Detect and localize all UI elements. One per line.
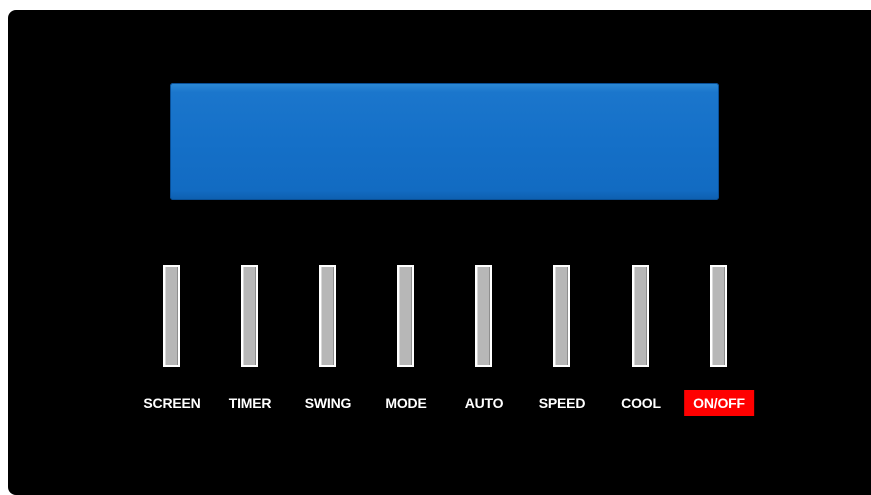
on-off-button[interactable]: [710, 265, 727, 367]
swing-label: SWING: [304, 395, 352, 411]
mode-label: MODE: [385, 395, 427, 411]
swing-button[interactable]: [319, 265, 336, 367]
screen-label: SCREEN: [143, 395, 201, 411]
cool-button[interactable]: [632, 265, 649, 367]
cool-label: COOL: [621, 395, 661, 411]
screen-button[interactable]: [163, 265, 180, 367]
on-off-label: ON/OFF: [684, 390, 754, 416]
speed-button[interactable]: [553, 265, 570, 367]
timer-button[interactable]: [241, 265, 258, 367]
timer-label: TIMER: [228, 395, 272, 411]
mode-button[interactable]: [397, 265, 414, 367]
control-panel: [8, 10, 871, 495]
auto-button[interactable]: [475, 265, 492, 367]
speed-label: SPEED: [538, 395, 586, 411]
lcd-display: [170, 83, 719, 200]
auto-label: AUTO: [464, 395, 504, 411]
